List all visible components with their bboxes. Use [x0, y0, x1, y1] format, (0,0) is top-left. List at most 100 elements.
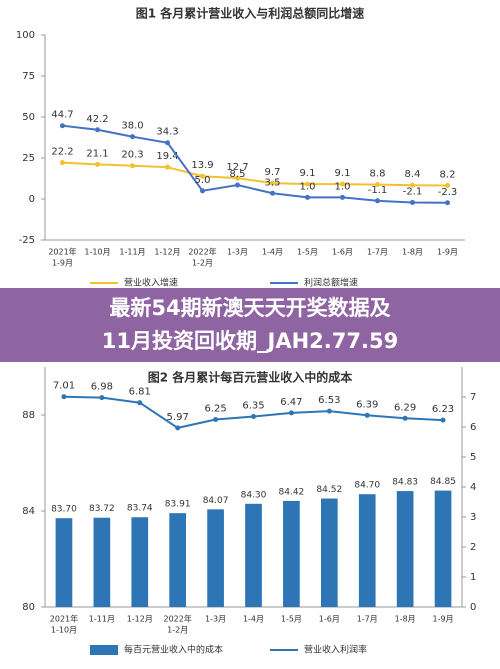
value-label: 6.39 [356, 399, 378, 410]
point [175, 425, 181, 431]
banner [0, 288, 500, 362]
point [213, 417, 219, 422]
point [235, 182, 240, 188]
point [165, 164, 170, 170]
value-label: 6.23 [432, 404, 454, 415]
point [440, 417, 446, 423]
y2-tick-label: 3 [470, 512, 476, 523]
x-tick-label: 1-3月 [227, 248, 248, 257]
y-tick-label: 84 [22, 506, 35, 517]
value-label: 83.74 [127, 504, 153, 514]
point [270, 180, 275, 186]
bar [283, 500, 300, 607]
value-label: 6.98 [91, 382, 113, 393]
charts: 图1 各月累计营业收入与利润总额同比增速-2502550751002021年1-… [16, 6, 476, 656]
x-tick-label: 1-4月 [243, 615, 264, 624]
value-label: 21.1 [86, 148, 108, 159]
point [165, 140, 170, 146]
point [402, 415, 408, 421]
point [60, 123, 65, 129]
x-tick-label: 1-7月 [357, 615, 378, 624]
value-label: 3.5 [265, 177, 281, 188]
bar [55, 518, 73, 607]
bar [358, 494, 376, 607]
value-label: 83.70 [51, 505, 77, 515]
value-label: 84.83 [392, 478, 418, 488]
point [375, 198, 380, 204]
bar [207, 509, 224, 607]
value-label: 6.25 [204, 404, 226, 415]
value-label: 9.1 [300, 168, 316, 179]
x-tick-label: 1-9月 [52, 259, 73, 268]
x-tick-label: 2021年 [48, 247, 76, 257]
point [288, 410, 294, 416]
value-label: 83.91 [165, 500, 191, 510]
x-tick-label: 1-6月 [332, 248, 353, 257]
y-tick-label: 50 [22, 112, 35, 123]
value-label: 1.0 [300, 181, 316, 192]
point [200, 173, 205, 179]
point [364, 412, 370, 418]
x-tick-label: 1-5月 [297, 248, 318, 257]
x-tick-label: 2022年 [164, 614, 192, 624]
chart-title: 图2 各月累计每百元营业收入中的成本 [148, 370, 353, 385]
value-label: 6.81 [129, 387, 151, 398]
bar [93, 517, 111, 607]
x-tick-label: 1-2月 [167, 626, 188, 635]
value-label: 8.8 [370, 169, 386, 180]
point [305, 181, 310, 187]
value-label: 8.2 [440, 170, 456, 181]
value-label: -1.1 [368, 185, 388, 196]
value-label: 5.0 [195, 175, 211, 186]
value-label: 6.53 [318, 395, 340, 406]
y-tick-label: 0 [29, 194, 35, 205]
point [130, 163, 135, 169]
bar [131, 517, 149, 607]
chart-title: 图1 各月累计营业收入与利润总额同比增速 [136, 6, 365, 21]
x-tick-label: 1-11月 [119, 248, 145, 257]
point [305, 194, 310, 200]
point [270, 190, 275, 196]
value-label: 6.47 [280, 397, 302, 408]
x-tick-label: 1-10月 [84, 248, 110, 257]
value-label: 9.1 [335, 168, 351, 179]
value-label: 6.35 [242, 401, 264, 412]
y2-tick-label: 4 [470, 482, 476, 493]
point [60, 160, 65, 166]
y2-tick-label: 0 [470, 602, 476, 613]
x-tick-label: 1-12月 [154, 248, 180, 257]
value-label: 12.7 [226, 162, 248, 173]
point [445, 200, 450, 206]
value-label: 9.7 [265, 167, 281, 178]
point [61, 394, 67, 400]
x-tick-label: 2021年 [50, 614, 78, 624]
y-tick-label: 75 [22, 71, 35, 82]
point [375, 182, 380, 188]
y-tick-label: 100 [16, 30, 35, 41]
value-label: 20.3 [121, 150, 143, 161]
value-label: 44.7 [51, 110, 73, 121]
x-tick-label: 1-5月 [281, 615, 302, 624]
x-tick-label: 1-11月 [89, 615, 115, 624]
y-tick-label: 25 [22, 153, 35, 164]
value-label: 38.0 [121, 121, 143, 132]
point [99, 395, 105, 401]
y2-tick-label: 7 [470, 392, 476, 403]
legend-label: 利润总额增速 [304, 277, 358, 289]
value-label: 8.5 [230, 169, 246, 180]
point [200, 188, 205, 194]
x-tick-label: 1-8月 [402, 248, 423, 257]
value-label: 13.9 [191, 160, 213, 171]
x-tick-label: 1-7月 [367, 248, 388, 257]
point [95, 127, 100, 133]
x-tick-label: 1-4月 [262, 248, 283, 257]
value-label: 7.01 [53, 381, 75, 392]
bar [434, 490, 452, 607]
x-tick-label: 1-8月 [395, 615, 416, 624]
value-label: 84.52 [316, 485, 342, 495]
banner-line: 最新54期新澳天天开奖数据及 [109, 296, 391, 320]
x-tick-label: 1-12月 [127, 615, 153, 624]
value-label: 84.70 [354, 481, 380, 491]
legend-label: 营业收入利润率 [304, 644, 367, 656]
